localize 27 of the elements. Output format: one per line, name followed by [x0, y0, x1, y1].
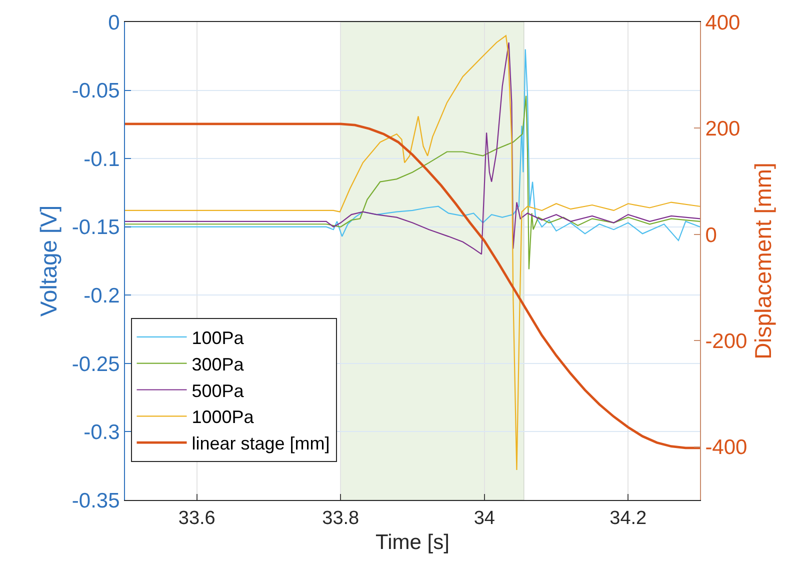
- line-series: [125, 35, 700, 470]
- y2-axis-title: Displacement [mm]: [750, 162, 776, 360]
- legend-label: 300Pa: [192, 354, 245, 374]
- y2-tick-label: 0: [705, 224, 717, 247]
- x-tick-label: 33.8: [322, 508, 360, 529]
- y2-tick-label: -400: [705, 436, 748, 460]
- line-series: [125, 95, 700, 270]
- y-tick-label: -0.35: [72, 489, 120, 512]
- legend-label: 1000Pa: [192, 407, 255, 428]
- x-axis-title: Time [s]: [376, 531, 450, 554]
- y-tick-label: -0.3: [84, 421, 120, 444]
- y-tick-label: -0.1: [84, 148, 120, 171]
- y-axis-title: Voltage [V]: [35, 205, 62, 317]
- y-tick-label: -0.2: [84, 284, 120, 308]
- y-tick-label: 0: [108, 11, 120, 34]
- y-tick-label: -0.25: [72, 352, 120, 376]
- x-tick-label: 33.6: [178, 508, 216, 529]
- legend-label: 100Pa: [192, 328, 245, 348]
- y2-tick-label: 400: [705, 11, 740, 34]
- legend-label: 500Pa: [192, 380, 245, 401]
- y-tick-label: -0.05: [72, 80, 120, 103]
- y-tick-label: -0.15: [72, 216, 120, 240]
- legend-label: linear stage [mm]: [192, 434, 330, 454]
- y2-tick-label: 200: [705, 118, 740, 141]
- x-tick-label: 34: [474, 508, 496, 529]
- x-tick-label: 34.2: [610, 508, 647, 529]
- y2-tick-label: -200: [705, 330, 748, 354]
